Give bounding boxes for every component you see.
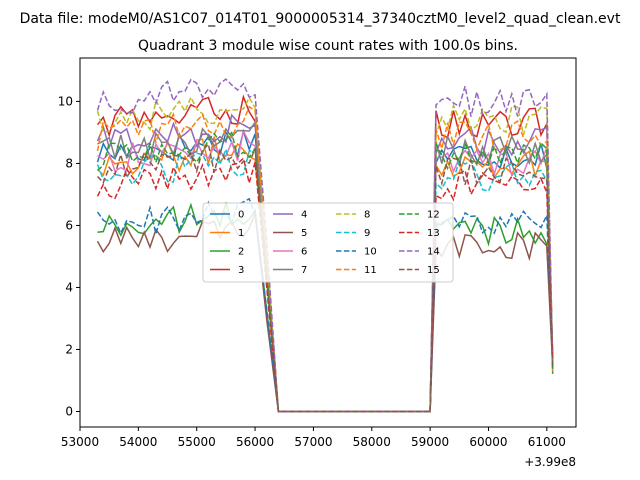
y-tick-label: 10 (58, 94, 73, 108)
x-tick-label: 57000 (294, 435, 332, 449)
legend-label-13: 13 (427, 228, 440, 239)
legend-label-1: 1 (238, 228, 244, 239)
x-offset-label: +3.99e8 (524, 455, 576, 469)
series-line-8 (96, 95, 554, 413)
series-line-0 (96, 128, 554, 413)
legend-label-0: 0 (238, 210, 244, 221)
legend-label-5: 5 (301, 228, 307, 239)
legend-label-6: 6 (301, 247, 307, 258)
series-line-13 (96, 156, 554, 413)
y-tick-label: 4 (65, 280, 73, 294)
x-tick-label: 59000 (411, 435, 449, 449)
x-tick-label: 54000 (119, 435, 157, 449)
chart-title: Quadrant 3 module wise count rates with … (138, 38, 518, 54)
x-axis: 53000 54000 55000 56000 57000 58000 59000 60000… (61, 427, 566, 449)
plot-frame (79, 57, 577, 428)
legend-label-10: 10 (364, 247, 377, 258)
legend-label-15: 15 (427, 265, 440, 276)
legend-label-2: 2 (238, 247, 244, 258)
series-line-7 (97, 119, 554, 413)
x-tick-label: 53000 (61, 435, 99, 449)
legend-label-12: 12 (427, 210, 440, 221)
y-tick-label: 6 (65, 218, 73, 232)
legend-label-9: 9 (364, 228, 370, 239)
figure-suptitle: Data file: modeM0/AS1C07_014T01_90000053… (20, 11, 621, 27)
legend-label-11: 11 (364, 265, 377, 276)
legend-label-3: 3 (238, 265, 244, 276)
series-line-12 (97, 131, 554, 413)
series-line-10 (96, 197, 554, 413)
x-tick-label: 55000 (178, 435, 216, 449)
legend-label-8: 8 (364, 210, 370, 221)
x-tick-label: 56000 (236, 435, 274, 449)
x-tick-label: 58000 (353, 435, 391, 449)
y-tick-label: 2 (65, 342, 73, 356)
x-tick-label: 61000 (528, 435, 566, 449)
series-line-14 (96, 78, 554, 413)
series-line-11 (96, 105, 554, 413)
legend-box (202, 202, 454, 283)
series-line-15 (96, 142, 554, 413)
legend-label-14: 14 (427, 247, 440, 258)
legend-label-4: 4 (301, 210, 307, 221)
y-tick-label: 0 (65, 404, 73, 418)
y-tick-label: 8 (65, 156, 73, 170)
y-axis: 0 2 4 6 8 10 (58, 94, 80, 418)
x-tick-label: 60000 (469, 435, 507, 449)
legend-label-7: 7 (301, 265, 307, 276)
